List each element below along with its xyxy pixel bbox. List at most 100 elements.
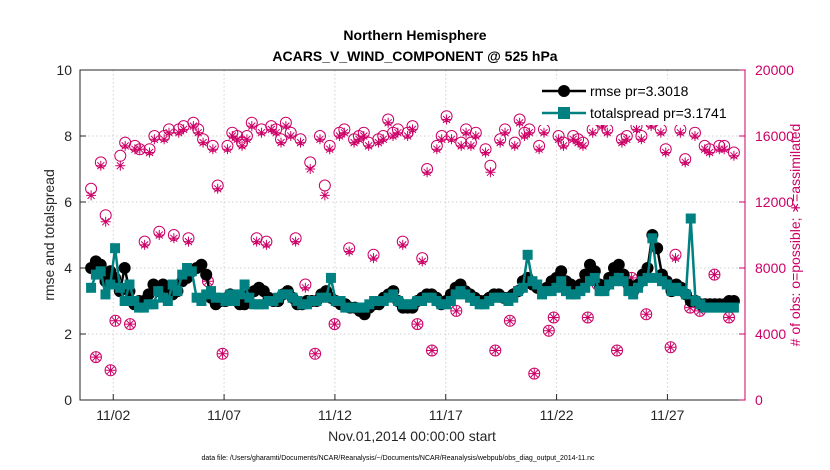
y-tick-label: 4 [64,260,72,276]
assimilated-obs-marker [222,144,233,155]
totalspread-marker [632,282,643,293]
possible-obs-marker [547,311,560,324]
possible-obs-marker [216,347,229,360]
y-tick-label: 2 [64,326,72,342]
assimilated-obs-marker [636,134,647,145]
assimilated-obs-marker [646,121,657,132]
assimilated-obs-marker [139,239,150,250]
x-tick-label: 11/12 [318,407,352,423]
totalspread-marker [388,289,399,300]
assimilated-obs-marker [529,368,540,379]
assimilated-obs-marker [597,121,608,132]
assimilated-obs-marker [407,124,418,135]
assimilated-obs-marker [602,127,613,138]
totalspread-marker [580,282,591,293]
assimilated-obs-marker [612,345,623,356]
assimilated-obs-marker [685,302,696,313]
possible-obs-marker [640,308,653,321]
x-axis: 11/02 11/07 11/12 11/17 11/22 11/27 [96,394,685,423]
totalspread-marker [177,269,188,280]
assimilated-obs-marker [324,144,335,155]
assimilated-obs-marker [553,134,564,145]
y-right-tick-label: 8000 [755,260,786,276]
totalspread-marker [728,302,739,313]
totalspread-marker [647,233,658,244]
assimilated-obs-marker [621,134,632,145]
totalspread-marker [589,272,600,283]
y-tick-label: 0 [64,392,72,408]
legend: rmse pr=3.3018 totalspread pr=3.1741 [536,79,740,125]
assimilated-obs-marker [704,147,715,158]
y-axis-label: rmse and totalspread [41,169,57,301]
possible-obs-marker [528,367,541,380]
totalspread-marker [556,276,567,287]
totalspread-marker [206,286,217,297]
possible-obs-marker [611,344,624,357]
totalspread-marker [661,279,672,290]
assimilated-obs-marker [251,236,262,247]
assimilated-obs-marker [100,216,111,227]
assimilated-obs-marker [616,137,627,148]
x-tick-label: 11/27 [650,407,684,423]
assimilated-obs-marker [485,167,496,178]
assimilated-obs-marker [548,312,559,323]
totalspread-marker [321,292,332,303]
assimilated-obs-marker [368,253,379,264]
assimilated-obs-marker [86,190,97,201]
assimilated-obs-marker [587,127,598,138]
assimilated-obs-marker [378,134,389,145]
series-layer [85,100,740,380]
assimilated-obs-marker [461,127,472,138]
assimilated-obs-marker [456,140,467,151]
assimilated-obs-marker [641,309,652,320]
assimilated-obs-marker [95,160,106,171]
assimilated-obs-marker [573,137,584,148]
data-file-note: data file: /Users/gharamti/Documents/NCA… [201,455,595,462]
assimilated-obs-marker [465,140,476,151]
assimilated-obs-marker [397,239,408,250]
assimilated-obs-marker [431,144,442,155]
legend-spread-label: totalspread pr=3.1741 [590,105,727,121]
assimilated-obs-marker [183,236,194,247]
assimilated-obs-marker [509,140,520,151]
assimilated-obs-marker [373,137,384,148]
assimilated-obs-marker [490,345,501,356]
assimilated-obs-marker [412,319,423,330]
assimilated-obs-marker [178,124,189,135]
assimilated-obs-marker [694,305,705,316]
possible-obs-marker [124,318,137,331]
assimilated-obs-marker [504,315,515,326]
assimilated-obs-marker [276,137,287,148]
assimilated-obs-marker [120,140,131,151]
assimilated-obs-marker [310,348,321,359]
totalspread-marker [445,296,456,306]
assimilated-obs-marker [680,157,691,168]
possible-obs-marker [542,324,555,337]
assimilated-obs-marker [436,134,447,145]
assimilated-obs-marker [344,246,355,257]
assimilated-obs-marker [577,140,588,151]
totalspread-marker [162,296,173,306]
assimilated-obs-marker [670,253,681,264]
totalspread-marker [167,279,178,290]
assimilated-obs-marker [134,144,145,155]
assimilated-obs-marker [188,121,199,132]
assimilated-obs-marker [631,124,642,135]
assimilated-obs-marker [266,124,277,135]
totalspread-marker [685,213,696,224]
x-tick-label: 11/02 [96,407,130,423]
assimilated-obs-marker [675,127,686,138]
assimilated-obs-marker [339,127,350,138]
assimilated-obs-marker [105,365,116,376]
x-tick-label: 11/22 [540,407,574,423]
totalspread-marker [680,289,691,300]
assimilated-obs-marker [582,312,593,323]
assimilated-obs-marker [568,134,579,145]
assimilated-obs-marker [334,131,345,141]
y-tick-label: 10 [56,62,72,78]
assimilated-obs-marker [728,150,739,161]
assimilated-obs-marker [193,127,204,138]
assimilated-obs-marker [558,140,569,151]
assimilated-obs-marker [300,282,311,293]
